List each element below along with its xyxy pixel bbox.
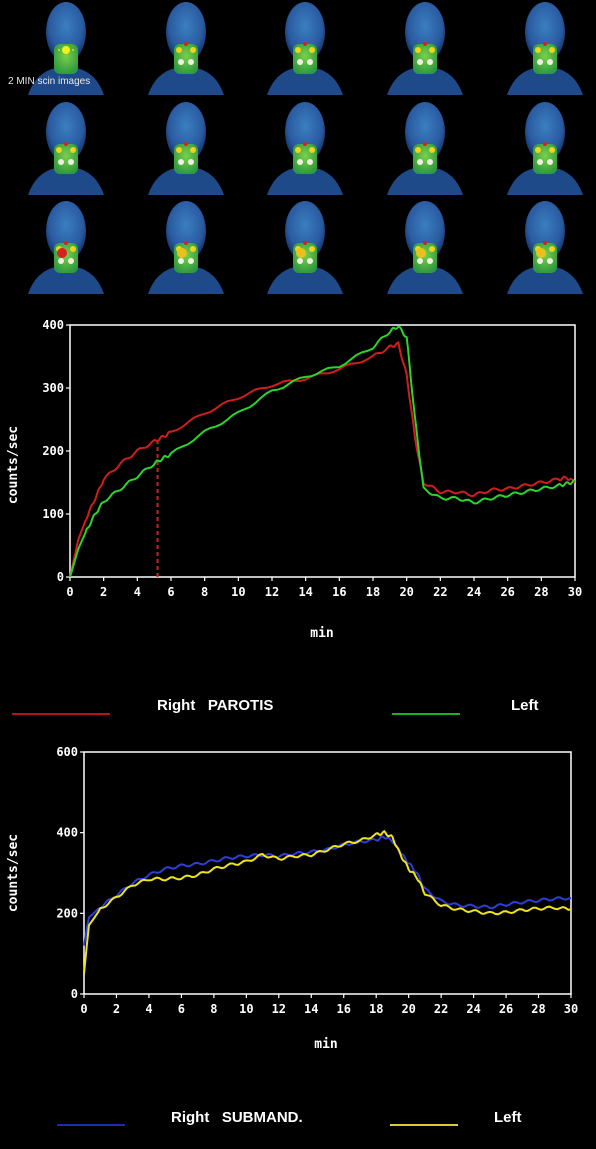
chart1-x-tick-label: 28 <box>534 585 548 599</box>
chart2-x-tick-label: 4 <box>145 1002 152 1016</box>
legend-swatch-right-parotis <box>12 713 110 715</box>
legend-label-right-submand: Right SUBMAND. <box>171 1109 303 1126</box>
scan-thumbnail <box>148 2 224 95</box>
chart2-ylabel: counts/sec <box>6 834 21 912</box>
legend-label-left-submand: Left <box>494 1109 522 1126</box>
legend-label-right-parotis: Right PAROTIS <box>157 697 274 714</box>
scan-thumbnail <box>507 2 583 95</box>
chart1-x-tick-label: 30 <box>568 585 582 599</box>
chart1-x-tick-label: 8 <box>201 585 208 599</box>
chart2-x-tick-label: 30 <box>564 1002 578 1016</box>
chart1-x-tick-label: 26 <box>500 585 514 599</box>
chart1-y-tick-label: 200 <box>42 444 64 458</box>
scan-thumbnail <box>267 102 343 195</box>
chart1-y-tick-label: 400 <box>42 318 64 332</box>
scan-thumbnail <box>148 102 224 195</box>
chart2-y-tick-label: 400 <box>56 826 78 840</box>
chart1-ylabel: counts/sec <box>6 426 21 504</box>
scan-thumbnail <box>267 201 343 294</box>
chart1-series-line-left <box>69 325 576 578</box>
scan-thumbnail <box>28 102 104 195</box>
chart2-x-tick-label: 22 <box>434 1002 448 1016</box>
legend-swatch-left-submand <box>390 1124 458 1126</box>
chart2-x-tick-label: 24 <box>466 1002 480 1016</box>
chart1-x-tick-label: 22 <box>433 585 447 599</box>
scan-thumbnail <box>387 2 463 95</box>
scan-caption: 2 MIN scin images <box>8 76 91 87</box>
legend-swatch-left-parotis <box>392 713 460 715</box>
parotis-time-activity-chart: counts/sec min 0 2 4 6 8 10 12 14 16 18 20 22 24 26 28… <box>6 318 582 641</box>
chart2-xlabel: min <box>314 1037 337 1052</box>
chart2-x-tick-label: 6 <box>178 1002 185 1016</box>
chart2-y-tick-label: 600 <box>56 745 78 759</box>
chart1-x-tick-label: 16 <box>332 585 346 599</box>
chart2-plot-frame <box>83 751 572 995</box>
submandibular-time-activity-chart: counts/sec min 0 2 4 6 8 10 12 14 16 18 20 22 24 26 28… <box>6 745 578 1052</box>
legend-label-left-parotis: Left <box>511 697 539 714</box>
chart2-x-tick-label: 28 <box>531 1002 545 1016</box>
chart2-y-tick-label: 0 <box>71 987 78 1001</box>
scan-thumbnail <box>148 201 224 294</box>
chart1-x-tick-label: 18 <box>366 585 380 599</box>
chart2-x-tick-label: 14 <box>304 1002 318 1016</box>
chart2-x-tick-label: 18 <box>369 1002 383 1016</box>
scintigraphy-image-grid <box>28 2 583 294</box>
chart2-x-tick-label: 8 <box>210 1002 217 1016</box>
scan-thumbnail <box>507 102 583 195</box>
chart1-x-tick-label: 6 <box>167 585 174 599</box>
scan-thumbnail <box>387 201 463 294</box>
chart1-xlabel: min <box>310 626 333 641</box>
chart1-x-tick-label: 20 <box>399 585 413 599</box>
scan-thumbnail <box>28 2 104 95</box>
scan-thumbnail <box>267 2 343 95</box>
chart1-y-tick-label: 300 <box>42 381 64 395</box>
chart2-x-tick-label: 12 <box>272 1002 286 1016</box>
legend-swatch-right-submand <box>57 1124 125 1126</box>
chart1-x-tick-label: 2 <box>100 585 107 599</box>
chart1-series-line-right <box>69 340 576 578</box>
chart1-x-tick-label: 24 <box>467 585 481 599</box>
chart2-x-tick-label: 10 <box>239 1002 253 1016</box>
chart2-x-tick-label: 0 <box>80 1002 87 1016</box>
chart1-plot-frame <box>69 324 576 578</box>
chart2-x-tick-label: 2 <box>113 1002 120 1016</box>
chart2-x-tick-label: 20 <box>401 1002 415 1016</box>
chart1-x-tick-label: 0 <box>66 585 73 599</box>
chart2-series-line-right <box>83 835 572 946</box>
chart2-x-tick-label: 26 <box>499 1002 513 1016</box>
scan-thumbnail <box>507 201 583 294</box>
chart1-x-tick-label: 12 <box>265 585 279 599</box>
chart1-y-tick-label: 100 <box>42 507 64 521</box>
chart1-x-tick-label: 4 <box>134 585 141 599</box>
chart1-x-tick-label: 10 <box>231 585 245 599</box>
scan-thumbnail <box>28 201 104 294</box>
chart2-x-tick-label: 16 <box>337 1002 351 1016</box>
chart1-y-tick-label: 0 <box>57 570 64 584</box>
chart2-series-line-left <box>83 829 572 974</box>
chart1-x-tick-label: 14 <box>298 585 312 599</box>
scan-thumbnail <box>387 102 463 195</box>
chart2-y-tick-label: 200 <box>56 906 78 920</box>
